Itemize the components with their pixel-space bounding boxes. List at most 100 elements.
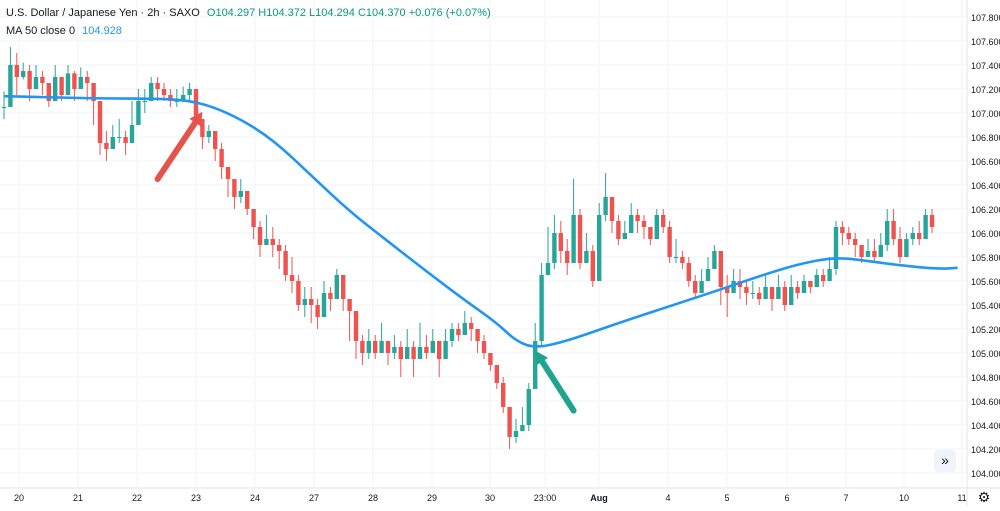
candle-body	[597, 215, 602, 281]
x-tick-label: 11	[957, 493, 966, 503]
candle	[801, 275, 807, 293]
candle	[558, 221, 563, 263]
legend-symbol-row[interactable]: U.S. Dollar / Japanese Yen · 2h · SAXO O…	[6, 4, 491, 22]
candle	[353, 311, 359, 359]
candle	[85, 71, 90, 101]
candle-body	[321, 293, 327, 317]
candle-body	[1, 107, 7, 108]
x-tick-label: 23	[191, 493, 201, 503]
candle	[72, 71, 77, 101]
candle	[155, 77, 160, 101]
candle	[673, 239, 679, 263]
candle	[33, 65, 39, 89]
candle	[347, 299, 352, 341]
candle-body	[744, 287, 749, 293]
candle	[117, 119, 122, 143]
candle	[225, 167, 231, 197]
candle-body	[443, 341, 448, 359]
candle-body	[65, 73, 71, 95]
candle-body	[187, 89, 192, 95]
candle	[456, 323, 461, 341]
candle-body	[8, 65, 13, 107]
candle-body	[155, 83, 160, 89]
candle-body	[917, 233, 922, 239]
candle	[552, 215, 557, 269]
candle-body	[353, 311, 359, 341]
candle	[814, 269, 819, 287]
candle	[641, 215, 647, 239]
x-tick-label: 10	[899, 493, 909, 503]
candle	[123, 131, 128, 155]
green-arrow	[535, 350, 577, 414]
candle	[469, 317, 474, 341]
candle	[577, 209, 583, 269]
candle-body	[168, 95, 173, 101]
candle	[699, 269, 704, 293]
candle-body	[545, 263, 551, 275]
candle-body	[558, 233, 563, 251]
candle	[795, 281, 800, 299]
candle	[539, 263, 544, 347]
candle-body	[270, 239, 275, 245]
candle	[257, 221, 263, 257]
candle	[891, 209, 896, 245]
candle-body	[430, 341, 435, 353]
candle	[494, 365, 499, 389]
candle	[718, 251, 723, 305]
candle-body	[59, 77, 64, 95]
candle-body	[571, 215, 576, 263]
candle-body	[219, 149, 224, 167]
candle-body	[821, 275, 826, 281]
candle	[872, 239, 877, 263]
candle-body	[782, 287, 787, 305]
candle-body	[712, 251, 717, 269]
chart-settings-button[interactable]: ⚙	[974, 488, 994, 506]
candle-body	[238, 191, 243, 197]
candle	[846, 227, 851, 245]
red-arrow	[154, 111, 203, 182]
candle	[648, 227, 653, 245]
candle-body	[104, 143, 109, 149]
candle-body	[206, 131, 211, 137]
candle-body	[661, 215, 666, 227]
candle	[53, 65, 58, 101]
candle-body	[641, 221, 647, 227]
grid-lines	[0, 0, 967, 488]
candle-body	[213, 131, 218, 149]
legend-indicator-row[interactable]: MA 50 close 0 104.928	[6, 22, 491, 40]
candle	[437, 341, 442, 377]
y-tick-label: 105.800	[971, 253, 1000, 263]
candle-body	[533, 341, 538, 389]
candle-body	[97, 101, 103, 143]
candle-body	[315, 305, 320, 317]
candle-body	[40, 77, 45, 83]
candle	[923, 209, 928, 239]
candle	[462, 311, 467, 335]
price-axis[interactable]: 107.800 107.600 107.400 107.200 107.000 106.8…	[966, 0, 1000, 506]
candle	[782, 281, 787, 311]
candle	[917, 221, 922, 245]
candle-body	[757, 293, 762, 299]
candlestick-series	[1, 47, 935, 449]
x-tick-label: 6	[784, 493, 789, 503]
candle	[769, 287, 775, 311]
time-axis[interactable]: 20 21 22 23 24 27 28 29 30 23:00 Aug 4 5 6 7 10 11	[0, 487, 1000, 503]
arrow-head	[189, 111, 203, 127]
candle-body	[769, 287, 775, 299]
candle-body	[232, 179, 237, 197]
candle-body	[193, 89, 199, 119]
y-tick-label: 106.200	[971, 205, 1000, 215]
x-tick-label: 28	[368, 493, 378, 503]
candle-body	[686, 263, 691, 281]
x-tick-label: 5	[724, 493, 729, 503]
candle-body	[289, 275, 295, 281]
candle	[21, 62, 26, 80]
candle	[424, 335, 429, 359]
candle	[91, 83, 96, 125]
scroll-to-realtime-button[interactable]: »	[934, 450, 956, 472]
candle-body	[129, 125, 135, 143]
y-tick-label: 104.000	[971, 469, 1000, 479]
candle-body	[923, 215, 928, 239]
